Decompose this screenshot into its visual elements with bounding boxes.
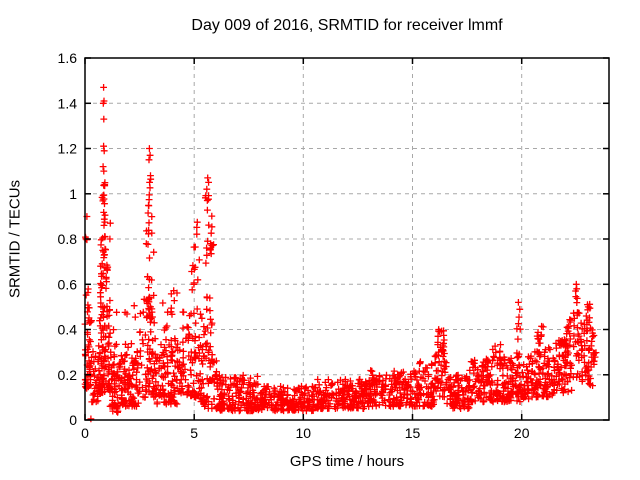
svg-text:1: 1 — [69, 186, 77, 202]
svg-text:0: 0 — [81, 425, 89, 441]
tick-labels: 0 5 10 15 20 0 0.2 0.4 0.6 0.8 1 1.2 1.4 1.6 — [58, 50, 530, 441]
svg-text:10: 10 — [296, 425, 312, 441]
svg-text:1.2: 1.2 — [58, 141, 78, 157]
svg-text:5: 5 — [190, 425, 198, 441]
svg-text:1.4: 1.4 — [58, 95, 78, 111]
svg-text:15: 15 — [405, 425, 421, 441]
svg-text:0.6: 0.6 — [58, 276, 78, 292]
svg-text:0.4: 0.4 — [58, 322, 78, 338]
svg-text:1.6: 1.6 — [58, 50, 78, 66]
svg-text:0.2: 0.2 — [58, 367, 78, 383]
plot-border — [84, 57, 610, 421]
x-axis-label: GPS time / hours — [289, 453, 405, 470]
svg-text:0.8: 0.8 — [58, 231, 78, 247]
data-points — [81, 84, 600, 423]
chart-title: Day 009 of 2016, SRMTID for receiver lmm… — [191, 17, 503, 34]
svg-text:20: 20 — [514, 425, 530, 441]
svg-text:0: 0 — [69, 412, 77, 428]
